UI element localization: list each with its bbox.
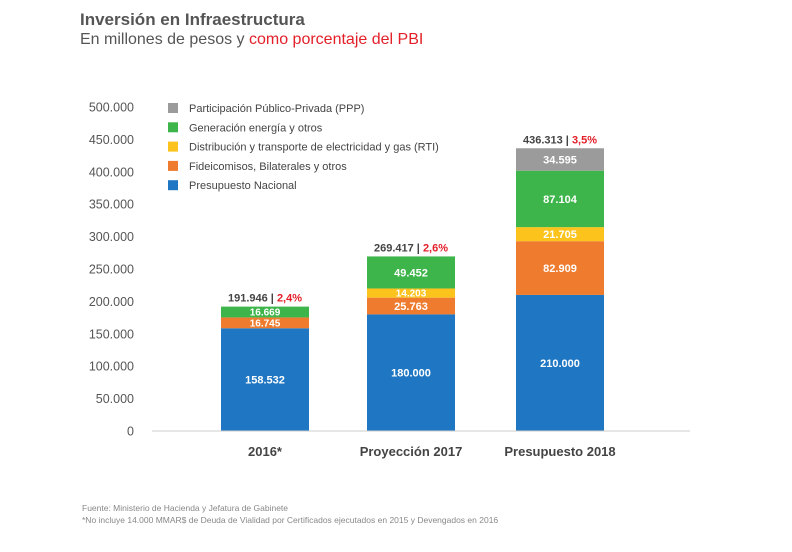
- y-tick-label: 250.000: [89, 263, 134, 277]
- legend-label: Participación Público-Privada (PPP): [189, 103, 364, 115]
- legend-swatch: [168, 122, 178, 133]
- bar-segment: [367, 297, 455, 315]
- legend-swatch: [168, 160, 178, 171]
- bar-segment: [221, 317, 309, 329]
- data-label: 25.763: [394, 301, 428, 313]
- bar-segment: [516, 241, 604, 295]
- total-pct: 2,6%: [423, 242, 448, 254]
- y-tick-label: 300.000: [89, 230, 134, 244]
- y-tick-label: 200.000: [89, 295, 134, 309]
- subtitle-units: En millones de pesos y: [80, 31, 245, 48]
- footer-source: Fuente: Ministerio de Hacienda y Jefatur…: [82, 503, 289, 513]
- legend-swatch: [168, 180, 178, 191]
- legend-label: Presupuesto Nacional: [189, 180, 297, 192]
- data-label: 49.452: [394, 267, 428, 279]
- y-axis: 0 50.000 100.000 150.000 200.000 250.000 300.0…: [89, 101, 134, 439]
- bar-segment: [516, 170, 604, 228]
- data-label: 180.000: [391, 368, 431, 380]
- bar-segment: [221, 328, 309, 431]
- total-label: 191.946 | 2,4%: [228, 293, 302, 305]
- data-label: 34.595: [543, 154, 577, 166]
- bar-segment: [367, 288, 455, 298]
- bar-segment: [221, 306, 309, 318]
- x-category-label: Proyección 2017: [360, 444, 463, 459]
- y-tick-label: 150.000: [89, 327, 134, 341]
- y-tick-label: 500.000: [89, 101, 134, 115]
- y-tick-label: 50.000: [96, 392, 134, 406]
- total-pct: 2,4%: [277, 293, 302, 305]
- chart-title: Inversión en Infraestructura: [80, 10, 305, 29]
- bar-segment: [516, 227, 604, 242]
- bar-segment: [516, 294, 604, 431]
- data-label: 16.669: [250, 308, 281, 319]
- data-label: 210.000: [540, 358, 580, 370]
- total-value: 191.946: [228, 293, 268, 305]
- y-tick-label: 350.000: [89, 198, 134, 212]
- data-label: 82.909: [543, 263, 577, 275]
- total-value: 436.313: [523, 134, 563, 146]
- legend: Participación Público-Privada (PPP) Gener…: [168, 103, 439, 192]
- legend-label: Generación energía y otros: [189, 122, 323, 134]
- total-label: 436.313 | 3,5%: [523, 134, 597, 146]
- stacked-bar-chart: 0 50.000 100.000 150.000 200.000 250.000 300.0…: [89, 101, 690, 459]
- total-value: 269.417: [374, 242, 414, 254]
- y-tick-label: 400.000: [89, 165, 134, 179]
- x-category-label: Presupuesto 2018: [504, 444, 615, 459]
- total-separator: |: [268, 293, 277, 305]
- bar-segment: [367, 314, 455, 431]
- total-label: 269.417 | 2,6%: [374, 242, 448, 254]
- total-pct: 3,5%: [572, 134, 597, 146]
- data-label: 21.705: [543, 229, 577, 241]
- bar-segment: [516, 148, 604, 171]
- legend-swatch: [168, 103, 178, 113]
- chart-subtitle: En millones de pesos y como porcentaje d…: [80, 31, 423, 49]
- x-category-label: 2016*: [248, 444, 283, 459]
- data-label: 14.203: [396, 289, 427, 300]
- legend-swatch: [168, 141, 178, 152]
- data-label: 16.745: [250, 318, 281, 329]
- y-tick-label: 450.000: [89, 133, 134, 147]
- data-label: 87.104: [543, 194, 578, 206]
- y-tick-label: 0: [127, 425, 134, 439]
- legend-label: Distribución y transporte de electricida…: [189, 142, 439, 154]
- total-separator: |: [563, 134, 572, 146]
- footer-note: *No incluye 14.000 MMAR$ de Deuda de Via…: [82, 515, 499, 525]
- data-label: 158.532: [245, 375, 285, 387]
- subtitle-pbi: como porcentaje del PBI: [248, 31, 424, 48]
- y-tick-label: 100.000: [89, 360, 134, 374]
- legend-label: Fideicomisos, Bilaterales y otros: [189, 161, 347, 173]
- bar-segment: [367, 256, 455, 289]
- total-separator: |: [414, 242, 423, 254]
